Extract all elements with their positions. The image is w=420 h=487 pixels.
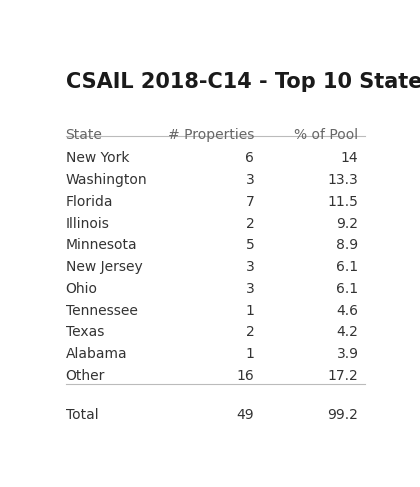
Text: New Jersey: New Jersey: [66, 260, 142, 274]
Text: Tennessee: Tennessee: [66, 304, 137, 318]
Text: 9.2: 9.2: [336, 217, 359, 231]
Text: 3.9: 3.9: [336, 347, 359, 361]
Text: 6.1: 6.1: [336, 282, 359, 296]
Text: 5: 5: [246, 239, 255, 252]
Text: 1: 1: [245, 347, 255, 361]
Text: Total: Total: [66, 408, 98, 422]
Text: 6: 6: [245, 151, 255, 166]
Text: 2: 2: [246, 217, 255, 231]
Text: Minnesota: Minnesota: [66, 239, 137, 252]
Text: 6.1: 6.1: [336, 260, 359, 274]
Text: 99.2: 99.2: [328, 408, 359, 422]
Text: # Properties: # Properties: [168, 128, 255, 142]
Text: Illinois: Illinois: [66, 217, 109, 231]
Text: 16: 16: [236, 369, 255, 383]
Text: Ohio: Ohio: [66, 282, 97, 296]
Text: State: State: [66, 128, 102, 142]
Text: New York: New York: [66, 151, 129, 166]
Text: % of Pool: % of Pool: [294, 128, 359, 142]
Text: 8.9: 8.9: [336, 239, 359, 252]
Text: Alabama: Alabama: [66, 347, 127, 361]
Text: Florida: Florida: [66, 195, 113, 209]
Text: 2: 2: [246, 325, 255, 339]
Text: 3: 3: [246, 173, 255, 187]
Text: Texas: Texas: [66, 325, 104, 339]
Text: CSAIL 2018-C14 - Top 10 States: CSAIL 2018-C14 - Top 10 States: [66, 72, 420, 92]
Text: 4.2: 4.2: [336, 325, 359, 339]
Text: 49: 49: [237, 408, 255, 422]
Text: 1: 1: [245, 304, 255, 318]
Text: 3: 3: [246, 282, 255, 296]
Text: 7: 7: [246, 195, 255, 209]
Text: 3: 3: [246, 260, 255, 274]
Text: Other: Other: [66, 369, 105, 383]
Text: 17.2: 17.2: [328, 369, 359, 383]
Text: 13.3: 13.3: [328, 173, 359, 187]
Text: 14: 14: [341, 151, 359, 166]
Text: Washington: Washington: [66, 173, 147, 187]
Text: 4.6: 4.6: [336, 304, 359, 318]
Text: 11.5: 11.5: [328, 195, 359, 209]
